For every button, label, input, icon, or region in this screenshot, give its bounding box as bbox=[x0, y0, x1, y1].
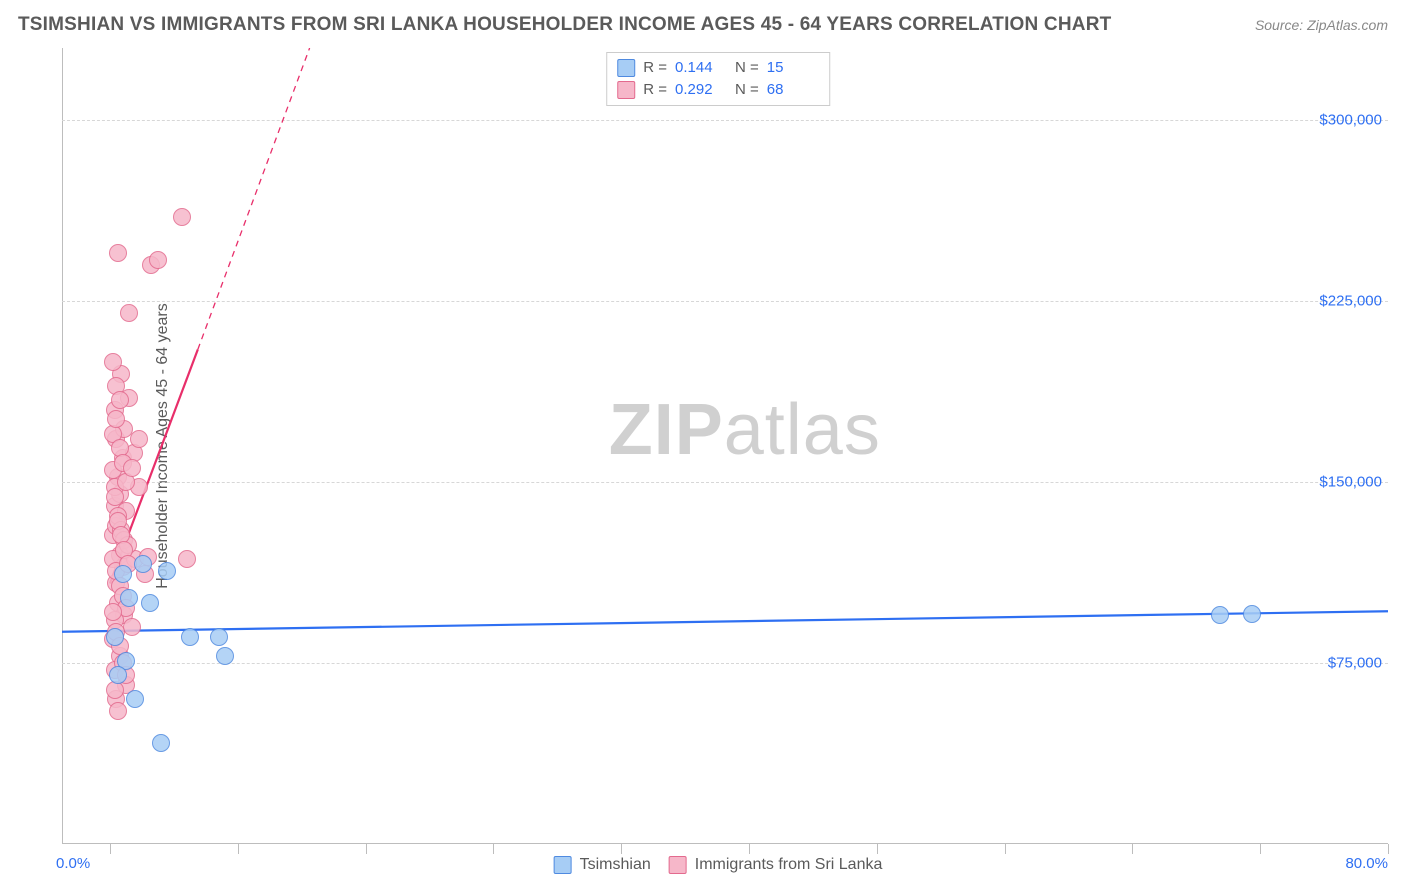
series-swatch-1 bbox=[554, 856, 572, 874]
series-swatch-1 bbox=[617, 59, 635, 77]
x-tick bbox=[366, 844, 367, 854]
scatter-point bbox=[134, 555, 152, 573]
legend-item-1: Tsimshian bbox=[554, 856, 651, 874]
scatter-point bbox=[104, 353, 122, 371]
gridline-h bbox=[62, 482, 1388, 483]
y-tick-label: $300,000 bbox=[1319, 112, 1382, 129]
scatter-point bbox=[120, 304, 138, 322]
x-tick bbox=[1132, 844, 1133, 854]
scatter-point bbox=[114, 565, 132, 583]
scatter-point bbox=[120, 589, 138, 607]
title-bar: TSIMSHIAN VS IMMIGRANTS FROM SRI LANKA H… bbox=[18, 14, 1388, 36]
scatter-point bbox=[123, 459, 141, 477]
x-tick bbox=[238, 844, 239, 854]
legend-stats-box: R = 0.144 N = 15 R = 0.292 N = 68 bbox=[606, 52, 830, 106]
scatter-point bbox=[109, 244, 127, 262]
gridline-h bbox=[62, 663, 1388, 664]
scatter-point bbox=[106, 628, 124, 646]
scatter-point bbox=[178, 550, 196, 568]
n-label: N = bbox=[735, 79, 759, 101]
x-tick bbox=[749, 844, 750, 854]
scatter-point bbox=[1211, 606, 1229, 624]
legend-item-2: Immigrants from Sri Lanka bbox=[669, 856, 883, 874]
r-value-1: 0.144 bbox=[675, 57, 727, 79]
x-axis-line bbox=[62, 843, 1388, 844]
scatter-point bbox=[109, 702, 127, 720]
gridline-h bbox=[62, 120, 1388, 121]
scatter-point bbox=[1243, 605, 1261, 623]
watermark-thin: atlas bbox=[724, 390, 881, 470]
series-swatch-2 bbox=[669, 856, 687, 874]
scatter-point bbox=[181, 628, 199, 646]
chart-title: TSIMSHIAN VS IMMIGRANTS FROM SRI LANKA H… bbox=[18, 14, 1111, 36]
series-name-2: Immigrants from Sri Lanka bbox=[695, 856, 883, 874]
n-value-1: 15 bbox=[767, 57, 819, 79]
n-value-2: 68 bbox=[767, 79, 819, 101]
n-label: N = bbox=[735, 57, 759, 79]
legend-series: Tsimshian Immigrants from Sri Lanka bbox=[554, 856, 883, 874]
x-tick bbox=[877, 844, 878, 854]
gridline-h bbox=[62, 301, 1388, 302]
r-label: R = bbox=[643, 57, 667, 79]
scatter-point bbox=[158, 562, 176, 580]
source-label: Source: ZipAtlas.com bbox=[1255, 17, 1388, 33]
scatter-point bbox=[109, 666, 127, 684]
x-tick bbox=[1005, 844, 1006, 854]
scatter-point bbox=[216, 647, 234, 665]
x-tick bbox=[621, 844, 622, 854]
scatter-point bbox=[111, 391, 129, 409]
x-min-label: 0.0% bbox=[56, 855, 90, 872]
scatter-point bbox=[141, 594, 159, 612]
plot-region: ZIPatlas R = 0.144 N = 15 R = 0.292 N = … bbox=[48, 48, 1388, 844]
scatter-point bbox=[152, 734, 170, 752]
r-value-2: 0.292 bbox=[675, 79, 727, 101]
x-max-label: 80.0% bbox=[1345, 855, 1388, 872]
scatter-point bbox=[123, 618, 141, 636]
x-tick bbox=[1260, 844, 1261, 854]
scatter-point bbox=[130, 430, 148, 448]
y-axis-line bbox=[62, 48, 63, 844]
y-tick-label: $75,000 bbox=[1328, 655, 1382, 672]
legend-stats-row-1: R = 0.144 N = 15 bbox=[617, 57, 819, 79]
scatter-point bbox=[107, 410, 125, 428]
y-tick-label: $225,000 bbox=[1319, 293, 1382, 310]
scatter-point bbox=[126, 690, 144, 708]
scatter-point bbox=[106, 488, 124, 506]
series-name-1: Tsimshian bbox=[580, 856, 651, 874]
legend-stats-row-2: R = 0.292 N = 68 bbox=[617, 79, 819, 101]
y-tick-label: $150,000 bbox=[1319, 474, 1382, 491]
watermark: ZIPatlas bbox=[609, 389, 881, 471]
x-tick bbox=[493, 844, 494, 854]
watermark-bold: ZIP bbox=[609, 390, 724, 470]
r-label: R = bbox=[643, 79, 667, 101]
series-swatch-2 bbox=[617, 81, 635, 99]
scatter-point bbox=[210, 628, 228, 646]
x-tick bbox=[1388, 844, 1389, 854]
scatter-point bbox=[149, 251, 167, 269]
x-tick bbox=[110, 844, 111, 854]
scatter-point bbox=[104, 603, 122, 621]
chart-area: Householder Income Ages 45 - 64 years ZI… bbox=[48, 48, 1388, 844]
scatter-point bbox=[173, 208, 191, 226]
